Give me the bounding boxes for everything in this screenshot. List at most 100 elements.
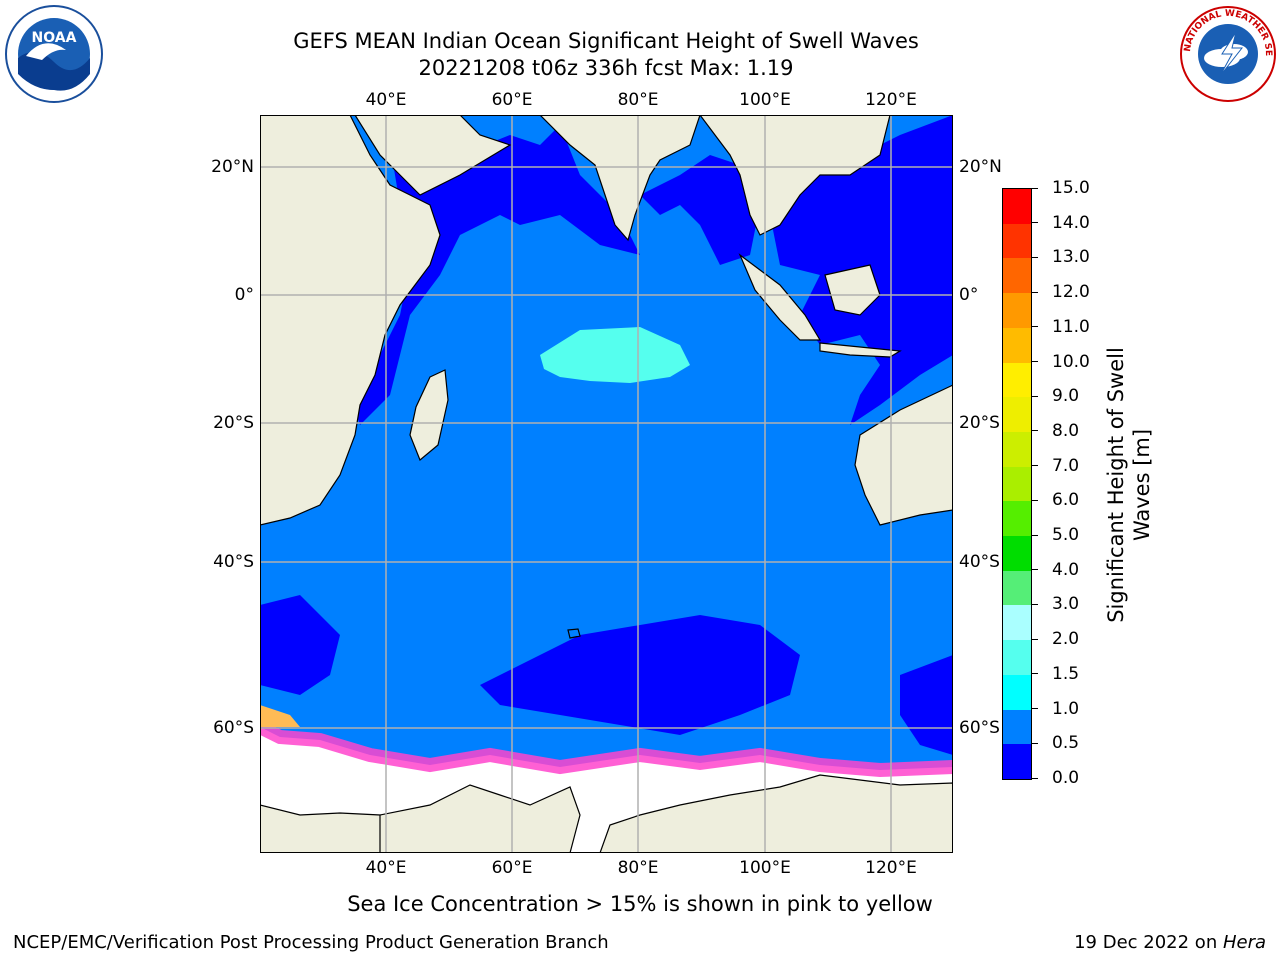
- kerguelen-island: [567, 628, 581, 639]
- chart-title: GEFS MEAN Indian Ocean Significant Heigh…: [293, 29, 919, 53]
- noaa-logo: NOAA: [4, 4, 104, 104]
- colorbar-tick-label: 14.0: [1052, 212, 1090, 233]
- swell-height-map: [256, 114, 954, 854]
- chart-subtitle: 20221208 t06z 336h fcst Max: 1.19: [418, 56, 794, 80]
- colorbar-tick-label: 12.0: [1052, 282, 1090, 303]
- colorbar-segment: [1003, 431, 1031, 467]
- low-swell-southeast: [900, 655, 953, 755]
- footer-credit: NCEP/EMC/Verification Post Processing Pr…: [13, 932, 609, 953]
- lat-tick-right-0: 0°: [959, 285, 979, 305]
- colorbar-tick-mark: [1032, 673, 1038, 675]
- colorbar-tick-mark: [1032, 534, 1038, 536]
- colorbar-tick-label: 9.0: [1052, 386, 1080, 407]
- colorbar-segment: [1003, 327, 1031, 363]
- colorbar-segment: [1003, 188, 1031, 224]
- colorbar-tick-label: 11.0: [1052, 316, 1090, 337]
- footer-host: Hera: [1222, 932, 1266, 953]
- colorbar-segment: [1003, 466, 1031, 502]
- colorbar-tick-label: 10.0: [1052, 351, 1090, 372]
- lat-tick-left-40s: 40°S: [213, 552, 254, 572]
- lon-tick-bottom-120e: 120°E: [865, 858, 917, 878]
- colorbar-segment: [1003, 743, 1031, 779]
- java-land: [819, 342, 902, 358]
- colorbar-segment: [1003, 396, 1031, 432]
- colorbar-tick-mark: [1032, 430, 1038, 432]
- colorbar-segment: [1003, 535, 1031, 571]
- colorbar-tick-label: 8.0: [1052, 420, 1080, 441]
- colorbar-tick-label: 7.0: [1052, 455, 1080, 476]
- colorbar-tick-label: 0.5: [1052, 733, 1080, 754]
- lat-tick-left-20s: 20°S: [213, 413, 254, 433]
- colorbar-tick-mark: [1032, 465, 1038, 467]
- lat-tick-left-20n: 20°N: [211, 157, 254, 177]
- lon-tick-bottom-100e: 100°E: [739, 858, 791, 878]
- colorbar-tick-mark: [1032, 326, 1038, 328]
- map-panel: [256, 114, 954, 854]
- low-swell-south-central: [480, 615, 800, 735]
- colorbar-tick-mark: [1032, 256, 1038, 258]
- lon-tick-top-120e: 120°E: [865, 90, 917, 110]
- colorbar-tick-label: 4.0: [1052, 559, 1080, 580]
- lat-tick-right-40s: 40°S: [959, 552, 1000, 572]
- colorbar-tick-label: 3.0: [1052, 594, 1080, 615]
- colorbar-tick-mark: [1032, 777, 1038, 779]
- colorbar-tick-mark: [1032, 395, 1038, 397]
- colorbar: [1002, 188, 1032, 780]
- colorbar-tick-mark: [1032, 708, 1038, 710]
- colorbar-segment: [1003, 257, 1031, 294]
- colorbar-tick-label: 6.0: [1052, 490, 1080, 511]
- colorbar-tick-label: 2.0: [1052, 629, 1080, 650]
- map-graticule: [260, 115, 953, 853]
- colorbar-tick-mark: [1032, 187, 1038, 189]
- low-swell-bay-of-bengal: [640, 155, 760, 265]
- lat-tick-left-60s: 60°S: [213, 718, 254, 738]
- colorbar-segment: [1003, 292, 1031, 328]
- colorbar-tick-label: 1.0: [1052, 698, 1080, 719]
- lon-tick-top-60e: 60°E: [491, 90, 533, 110]
- colorbar-segment: [1003, 500, 1031, 537]
- colorbar-tick-mark: [1032, 638, 1038, 640]
- colorbar-segment: [1003, 223, 1031, 259]
- footer-date: 19 Dec 2022 on Hera: [1074, 932, 1266, 953]
- lon-tick-bottom-80e: 80°E: [617, 858, 659, 878]
- lat-tick-right-60s: 60°S: [959, 718, 1000, 738]
- lon-tick-top-100e: 100°E: [739, 90, 791, 110]
- low-swell-southwest: [260, 595, 340, 695]
- borneo-land: [824, 264, 881, 316]
- colorbar-segment: [1003, 639, 1031, 675]
- lon-tick-bottom-60e: 60°E: [491, 858, 533, 878]
- colorbar-tick-label: 15.0: [1052, 178, 1090, 198]
- colorbar-tick-mark: [1032, 742, 1038, 744]
- madagascar-land: [409, 369, 449, 461]
- sea-ice-note: Sea Ice Concentration > 15% is shown in …: [347, 892, 933, 916]
- india-land: [538, 114, 701, 242]
- national-weather-service-logo: NATIONAL WEATHER SERVICE: [1175, 0, 1278, 104]
- lat-tick-right-20s: 20°S: [959, 413, 1000, 433]
- colorbar-tick-mark: [1032, 291, 1038, 293]
- lat-tick-right-20n: 20°N: [959, 157, 1002, 177]
- lon-tick-bottom-40e: 40°E: [365, 858, 407, 878]
- svg-text:NOAA: NOAA: [32, 30, 77, 46]
- colorbar-tick-label: 1.5: [1052, 663, 1080, 684]
- low-swell-north: [350, 125, 640, 425]
- colorbar-tick-label: 0.0: [1052, 768, 1080, 788]
- colorbar-segment: [1003, 604, 1031, 641]
- colorbar-tick-mark: [1032, 499, 1038, 501]
- colorbar-tick-label: 13.0: [1052, 247, 1090, 268]
- map-border: [260, 115, 953, 853]
- colorbar-segment: [1003, 709, 1031, 745]
- colorbar-tick-mark: [1032, 222, 1038, 224]
- colorbar-tick-mark: [1032, 603, 1038, 605]
- colorbar-segment: [1003, 362, 1031, 398]
- southeast-asia-land: [698, 114, 891, 236]
- colorbar-tick-labels: 0.0 0.5 1.0 1.5 2.0 3.0 4.0 5.0 6.0 7.0 8.0 9.0 10.0…: [1032, 178, 1102, 790]
- colorbar-tick-label: 5.0: [1052, 525, 1080, 546]
- colorbar-tick-mark: [1032, 361, 1038, 363]
- colorbar-segment: [1003, 674, 1031, 710]
- australia-land: [854, 384, 954, 526]
- high-swell-patch: [540, 327, 690, 383]
- colorbar-segment: [1003, 570, 1031, 606]
- colorbar-tick-mark: [1032, 569, 1038, 571]
- lon-tick-top-80e: 80°E: [617, 90, 659, 110]
- sea-ice-orange: [260, 705, 300, 727]
